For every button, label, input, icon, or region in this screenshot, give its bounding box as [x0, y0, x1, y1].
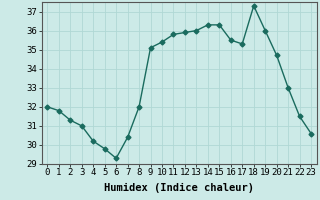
X-axis label: Humidex (Indice chaleur): Humidex (Indice chaleur): [104, 183, 254, 193]
